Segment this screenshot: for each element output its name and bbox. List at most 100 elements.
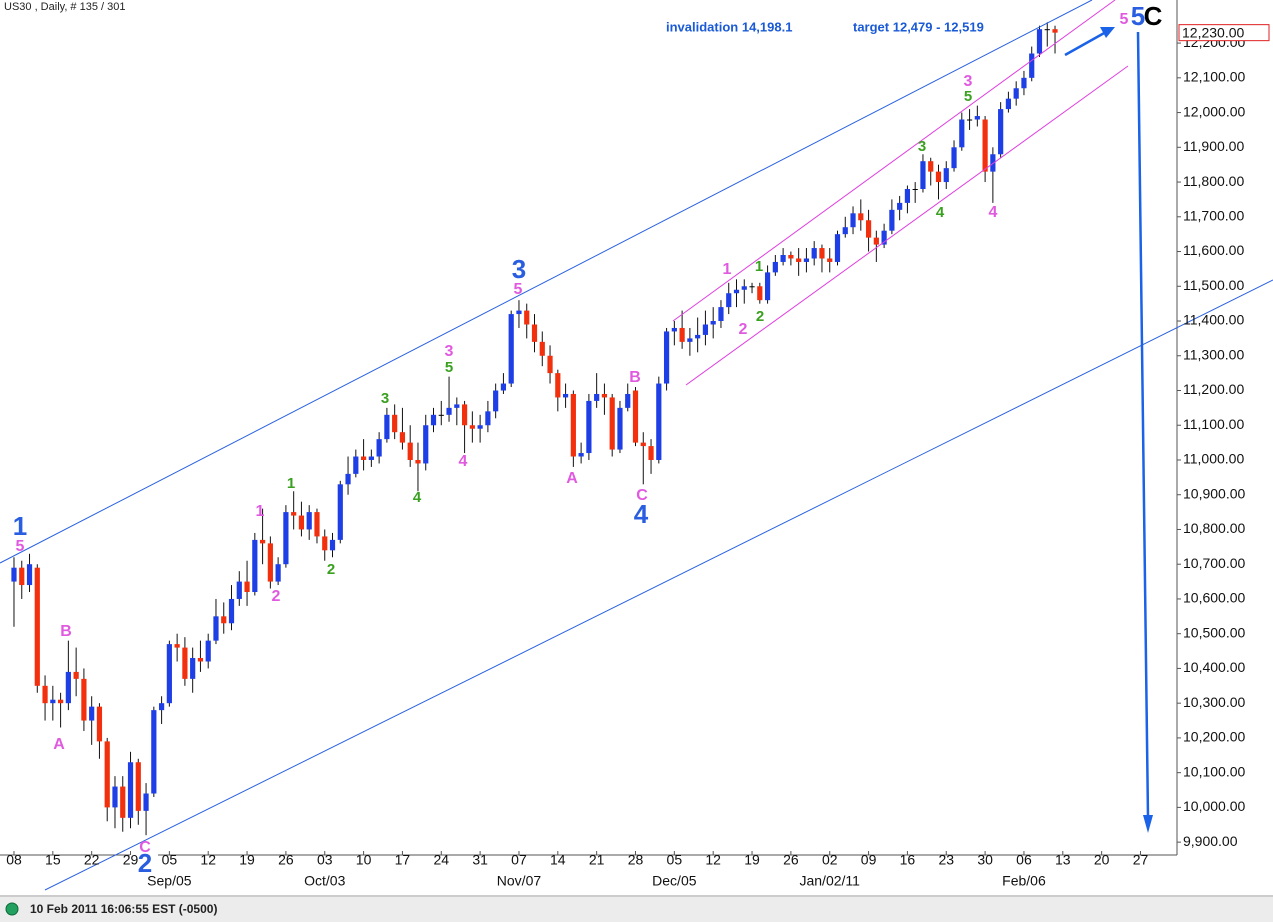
candle-body bbox=[143, 793, 149, 811]
wave-label: 4 bbox=[936, 204, 945, 221]
y-tick-label: 10,900.00 bbox=[1183, 485, 1245, 501]
x-tick-label: 31 bbox=[472, 852, 488, 868]
candle-body bbox=[539, 341, 545, 356]
wave-label: B bbox=[60, 623, 72, 640]
candle-body bbox=[772, 261, 778, 273]
candle-body bbox=[671, 327, 677, 332]
wave-label: 2 bbox=[138, 848, 152, 878]
wave-label: A bbox=[53, 736, 65, 753]
x-tick-label: 06 bbox=[1016, 852, 1032, 868]
y-tick-label: 10,000.00 bbox=[1183, 798, 1245, 814]
candle-body bbox=[174, 644, 180, 648]
wave-label: 3 bbox=[381, 390, 389, 407]
overlay bbox=[0, 0, 1273, 891]
candle-body bbox=[780, 255, 786, 262]
candle-body bbox=[586, 400, 592, 454]
candle-body bbox=[120, 786, 126, 818]
candle-body bbox=[298, 515, 305, 530]
candle-body bbox=[1013, 88, 1019, 99]
candle-body bbox=[166, 644, 172, 704]
status-text: 10 Feb 2011 16:06:55 EST (-0500) bbox=[30, 902, 217, 916]
y-tick-label: 10,300.00 bbox=[1183, 694, 1245, 710]
wave-label: 4 bbox=[634, 499, 649, 529]
candle-body bbox=[827, 258, 833, 262]
y-tick-label: 10,100.00 bbox=[1183, 763, 1245, 779]
candle-body bbox=[291, 512, 297, 516]
y-tick-label: 12,000.00 bbox=[1183, 103, 1245, 119]
wave-label: 3 bbox=[918, 138, 926, 155]
arrow-head bbox=[1143, 815, 1153, 833]
candle-body bbox=[104, 741, 110, 808]
candle-body bbox=[562, 393, 569, 398]
y-tick-label: 11,100.00 bbox=[1183, 416, 1244, 432]
y-tick-label: 11,900.00 bbox=[1183, 138, 1244, 154]
candle-body bbox=[213, 616, 219, 641]
candle-body bbox=[493, 390, 499, 412]
x-tick-label: 17 bbox=[395, 852, 411, 868]
month-label: Jan/02/11 bbox=[799, 873, 860, 889]
channel-line bbox=[685, 65, 1129, 386]
x-tick-label: 21 bbox=[589, 852, 605, 868]
candle-body bbox=[423, 425, 429, 464]
candle-body bbox=[516, 310, 522, 315]
candle-body bbox=[1036, 29, 1043, 54]
candle-body bbox=[733, 289, 740, 294]
candle-body bbox=[337, 484, 343, 540]
candle-body bbox=[609, 397, 615, 450]
candle-body bbox=[353, 456, 359, 474]
candle-body bbox=[329, 539, 336, 551]
candle-body bbox=[399, 432, 406, 443]
wave-label: 2 bbox=[272, 588, 281, 605]
candle-body bbox=[679, 327, 685, 342]
candle-body bbox=[578, 453, 584, 457]
candle-body bbox=[430, 414, 437, 426]
x-tick-label: 12 bbox=[200, 852, 216, 868]
x-tick-label: 05 bbox=[162, 852, 178, 868]
candle-body bbox=[81, 678, 87, 721]
candle-body bbox=[710, 321, 716, 325]
x-tick-label: 26 bbox=[278, 852, 294, 868]
wave-label: 1 bbox=[13, 511, 27, 541]
wave-label: 3 bbox=[445, 343, 454, 360]
x-tick-label: 19 bbox=[744, 852, 760, 868]
candle-body bbox=[415, 459, 421, 464]
candle-body bbox=[834, 234, 841, 262]
wave-label: 2 bbox=[327, 561, 335, 578]
y-tick-label: 10,600.00 bbox=[1183, 590, 1245, 606]
candle-body bbox=[112, 786, 118, 808]
candle-body bbox=[228, 598, 235, 624]
candle-body bbox=[508, 314, 514, 384]
candle-body bbox=[928, 161, 934, 172]
wave-label: 5 bbox=[514, 281, 523, 298]
wave-label: 3 bbox=[512, 254, 526, 284]
annotation: target 12,479 - 12,519 bbox=[853, 19, 984, 34]
y-tick-label: 10,500.00 bbox=[1183, 624, 1245, 640]
x-tick-label: 27 bbox=[1133, 852, 1149, 868]
wave-label: C bbox=[636, 487, 648, 504]
wave-label: 5 bbox=[1120, 11, 1129, 28]
wave-label: 4 bbox=[413, 489, 422, 506]
candle-body bbox=[889, 209, 895, 231]
candle-body bbox=[842, 227, 848, 235]
y-tick-label: 11,600.00 bbox=[1183, 242, 1244, 258]
candle-body bbox=[73, 671, 79, 679]
wave-label: 2 bbox=[739, 321, 748, 338]
candle-body bbox=[127, 762, 134, 818]
wave-label: 4 bbox=[459, 453, 468, 470]
candle-body bbox=[531, 324, 538, 342]
candle-body bbox=[570, 393, 576, 457]
wave-label: C bbox=[1144, 1, 1163, 31]
x-tick-label: 28 bbox=[628, 852, 644, 868]
candles bbox=[11, 22, 1058, 836]
candle-body bbox=[446, 407, 452, 415]
wave-label: 5 bbox=[16, 538, 25, 555]
candle-body bbox=[345, 473, 351, 485]
y-tick-label: 11,000.00 bbox=[1183, 451, 1244, 467]
x-tick-label: 13 bbox=[1055, 852, 1071, 868]
candle-body bbox=[392, 414, 398, 433]
candle-body bbox=[764, 272, 771, 301]
candle-body bbox=[998, 109, 1004, 155]
wave-label: 5 bbox=[1131, 1, 1145, 31]
candle-body bbox=[858, 213, 864, 221]
